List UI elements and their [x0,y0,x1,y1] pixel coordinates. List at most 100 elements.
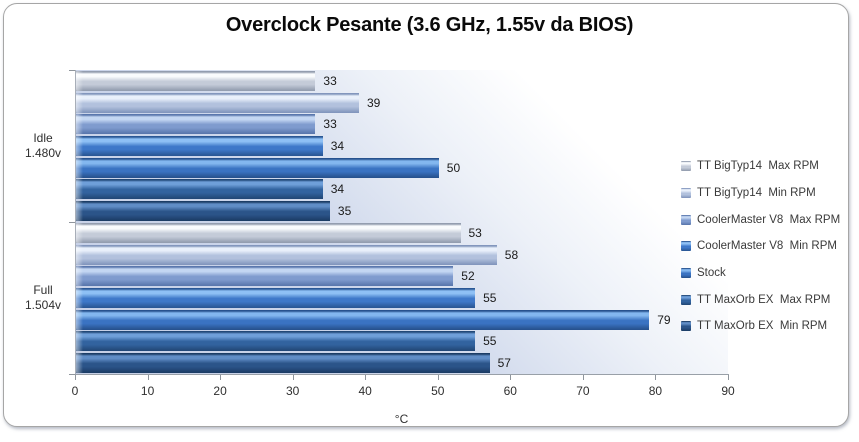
x-axis-title: °C [394,412,409,426]
bar-series3-cat2 [76,266,454,287]
value-label: 39 [367,95,381,110]
bar-series2-cat2 [76,244,497,265]
legend-item-5: Stock [681,260,853,287]
legend-label: CoolerMaster V8 Max RPM [697,213,841,226]
x-axis-tick [292,375,294,380]
bar-series6-cat2 [76,331,476,352]
bar-series6-cat1 [76,179,323,200]
x-axis-tick [728,375,729,380]
bar-left-cap [76,244,83,265]
x-axis-tick-label: 90 [721,384,735,398]
legend-marker-icon [681,214,691,225]
category-label-line: 1.480v [24,146,62,160]
category-label-line: Full [33,283,53,297]
bar-left-cap [76,353,83,374]
category-axis-tick [69,222,75,223]
bar-series1-cat2 [76,222,461,243]
legend-item-2: TT BigTyp14 Min RPM [681,180,853,207]
x-axis-tick-label: 10 [140,384,155,398]
bar-series4-cat1 [76,136,323,156]
x-axis-tick-label: 20 [213,384,227,398]
legend-label: CoolerMaster V8 Min RPM [697,240,837,253]
x-axis-tick-label: 50 [431,384,445,398]
x-axis-tick [75,375,76,380]
bar-series1-cat1 [76,70,316,91]
category-label-2: Full 1.504v [6,283,80,313]
x-axis-tick-label: 70 [576,384,590,398]
legend-marker-icon [681,321,691,332]
legend-item-3: CoolerMaster V8 Max RPM [681,206,853,233]
legend-label: TT BigTyp14 Min RPM [697,187,816,200]
x-axis-tick-label: 30 [286,384,300,398]
value-label: 79 [657,312,671,327]
x-axis-tick [655,375,657,380]
value-label: 58 [504,247,519,262]
bar-left-cap [76,179,83,200]
x-axis-tick [220,375,222,380]
category-label-line: Idle [33,131,53,145]
bar-left-cap [76,309,83,330]
bar-left-cap [76,136,83,156]
bar-series7-cat2 [76,353,490,374]
bar-left-cap [76,266,83,287]
value-label: 53 [468,225,482,240]
legend-item-6: TT MaxOrb EX Max RPM [681,286,853,313]
value-label: 35 [337,204,352,219]
bar-series5-cat1 [76,157,439,178]
value-label: 33 [323,117,337,132]
value-label: 57 [497,356,511,371]
x-axis-tick-label: 60 [503,384,517,398]
bar-series7-cat1 [76,201,330,222]
bar-series2-cat1 [76,92,359,113]
x-axis-tick [582,375,584,380]
value-label: 50 [446,160,461,175]
bar-left-cap [76,331,83,352]
legend-marker-icon [681,161,691,172]
x-axis-tick [510,375,512,380]
legend-item-7: TT MaxOrb EX Min RPM [681,313,853,340]
legend-label: TT MaxOrb EX Min RPM [697,320,828,333]
bar-left-cap [76,92,83,113]
legend-item-1: TT BigTyp14 Max RPM [681,153,853,180]
bar-left-cap [76,70,83,91]
bar-series4-cat2 [76,288,476,308]
legend: TT BigTyp14 Max RPM TT BigTyp14 Min RPM Co… [681,153,853,340]
value-label: 55 [483,334,497,349]
legend-label: TT BigTyp14 Max RPM [697,160,819,173]
chart-title: Overclock Pesante (3.6 GHz, 1.55v da BIO… [225,14,634,36]
legend-marker-icon [681,268,691,279]
category-axis-tick [69,374,75,375]
bar-left-cap [76,222,83,243]
value-axis-line [75,374,729,375]
bar-series5-cat2 [76,309,650,330]
x-axis-tick-label: 80 [648,384,663,398]
bar-series3-cat1 [76,114,316,135]
bar-left-cap [76,157,83,178]
value-label: 52 [461,269,475,284]
value-label: 34 [330,182,345,197]
legend-label: Stock [697,267,726,280]
x-axis-tick [365,375,367,380]
value-label: 33 [323,73,337,88]
bar-left-cap [76,288,83,308]
legend-marker-icon [681,294,691,305]
x-axis-tick-label: 0 [71,384,79,398]
legend-marker-icon [681,188,691,199]
category-axis-line [75,70,76,374]
legend-item-4: CoolerMaster V8 Min RPM [681,233,853,260]
bar-left-cap [76,114,83,135]
x-axis-tick [147,375,149,380]
value-label: 34 [330,139,345,153]
category-axis-tick [69,70,75,71]
legend-label: TT MaxOrb EX Max RPM [697,293,831,306]
value-label: 55 [483,291,497,305]
category-label-line: 1.504v [24,298,62,312]
x-axis-tick-label: 40 [358,384,372,398]
legend-marker-icon [681,241,691,252]
x-axis-tick [437,375,439,380]
bar-left-cap [76,201,83,222]
category-label-1: Idle 1.480v [6,131,80,161]
